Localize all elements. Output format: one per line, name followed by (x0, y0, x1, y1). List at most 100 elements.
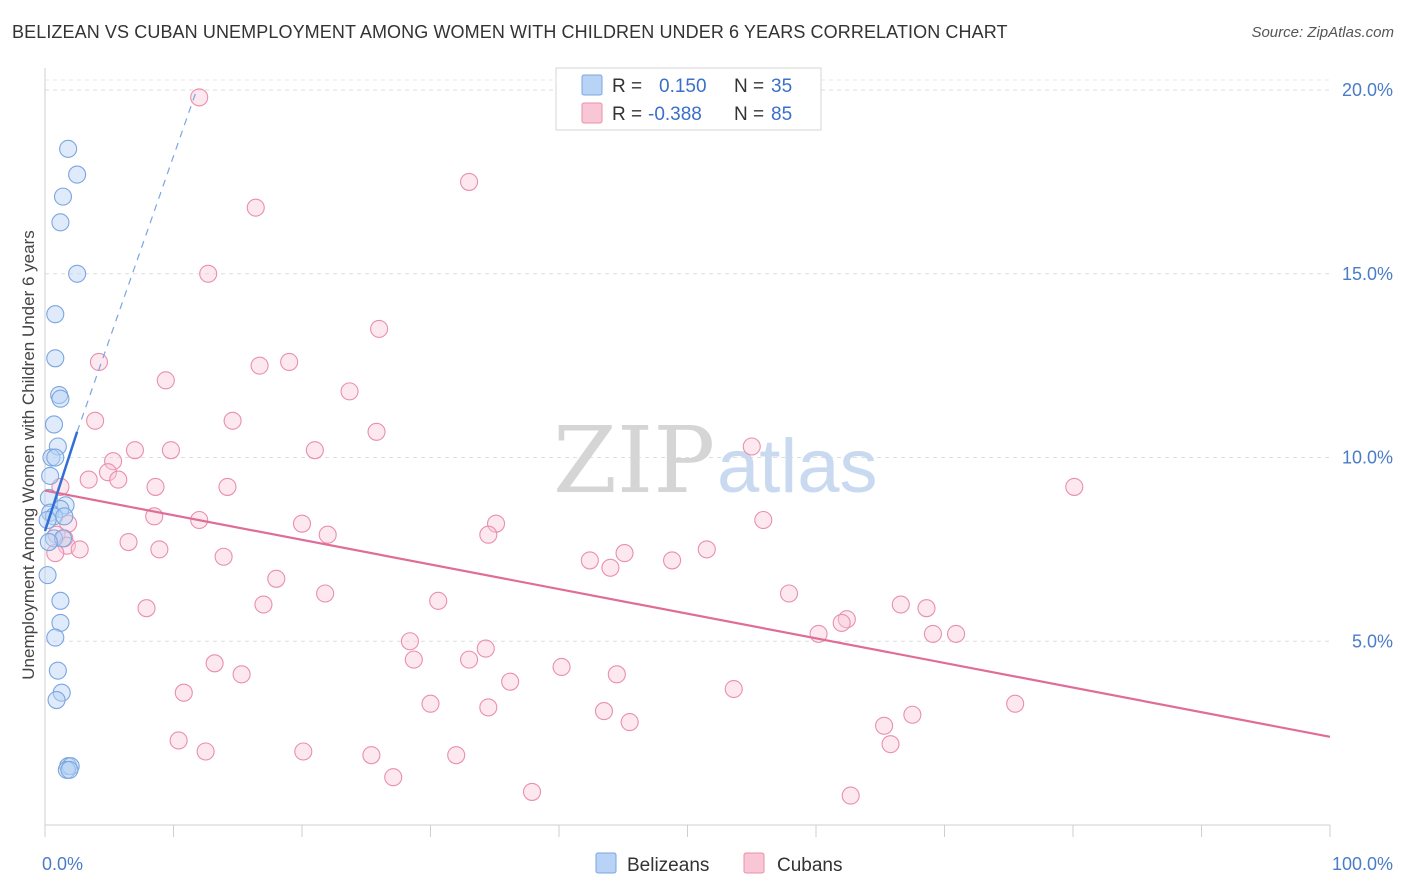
cuban-point-58 (947, 624, 966, 643)
belizean-point-2 (53, 187, 73, 206)
cuban-point-68 (724, 679, 743, 699)
cuban-point-4 (370, 319, 389, 338)
belizean-point-4 (68, 264, 87, 283)
cuban-point-24 (1065, 477, 1084, 496)
belizean-point-13 (41, 466, 60, 485)
legend-r-label-belizeans: R = (612, 76, 642, 97)
x-tick-label-1: 100.0% (1332, 854, 1393, 874)
cuban-point-38 (150, 540, 169, 559)
cuban-point-53 (917, 599, 936, 618)
belizean-point-24 (38, 566, 57, 585)
series-legend: Belizeans Cubans (595, 852, 843, 876)
legend-n-value-cubans: 85 (771, 104, 792, 125)
legend-n-label-belizeans: N = (734, 76, 764, 97)
cuban-point-77 (169, 731, 188, 750)
bottom-legend-swatch-cubans (743, 852, 765, 874)
cuban-point-85 (841, 786, 860, 805)
cuban-point-49 (429, 591, 448, 610)
trend-line-cubans (44, 489, 1331, 738)
y-tick-labels: 5.0% 10.0% 15.0% 20.0% (1342, 80, 1393, 651)
cuban-point-50 (254, 595, 273, 614)
cuban-point-41 (46, 544, 65, 563)
legend-swatch-belizeans (581, 74, 603, 96)
cuban-point-67 (501, 672, 520, 691)
cuban-point-59 (400, 632, 419, 651)
cuban-point-47 (316, 584, 335, 603)
trend-line-belizeans (43, 431, 79, 532)
belizean-point-6 (46, 349, 65, 368)
belizean-point-19 (55, 507, 74, 526)
cuban-point-76 (875, 716, 894, 735)
belizean-point-23 (39, 532, 58, 552)
cuban-point-10 (86, 411, 105, 430)
cuban-point-48 (779, 584, 799, 603)
cuban-point-65 (232, 665, 251, 684)
belizean-point-28 (48, 661, 67, 680)
series-belizeans (38, 139, 87, 779)
cuban-point-2 (246, 198, 265, 217)
cuban-point-62 (459, 650, 479, 669)
bottom-legend-label-belizeans: Belizeans (627, 855, 709, 876)
cuban-point-12 (367, 422, 386, 441)
cuban-point-78 (881, 735, 900, 754)
watermark-zip: ZIP (553, 407, 715, 514)
cuban-point-45 (601, 558, 620, 577)
x-tick-labels: 0.0% 100.0% (42, 854, 1393, 874)
y-tick-label-0: 5.0% (1352, 631, 1393, 651)
belizean-point-12 (46, 448, 65, 467)
bottom-legend-label-cubans: Cubans (777, 855, 843, 876)
belizean-point-8 (51, 389, 70, 408)
y-axis-label: Unemployment Among Women with Children U… (19, 230, 38, 679)
trend-line-belizeans-extension (76, 89, 198, 432)
cuban-point-44 (663, 551, 682, 570)
axes (44, 68, 1331, 837)
chart-title: BELIZEAN VS CUBAN UNEMPLOYMENT AMONG WOM… (12, 22, 1008, 42)
watermark-atlas: atlas (717, 424, 878, 509)
cuban-point-0 (190, 88, 209, 107)
belizean-point-22 (53, 529, 73, 548)
cuban-point-43 (580, 551, 599, 570)
cuban-point-84 (522, 782, 542, 801)
cuban-point-39 (697, 540, 716, 559)
cuban-point-73 (594, 702, 614, 721)
cuban-point-3 (199, 264, 218, 283)
belizean-point-11 (42, 448, 61, 467)
cuban-point-8 (156, 371, 175, 390)
belizean-point-10 (48, 437, 67, 456)
belizean-point-27 (46, 628, 65, 647)
cuban-point-17 (104, 452, 123, 471)
cuban-point-81 (362, 746, 381, 765)
cuban-point-13 (742, 437, 761, 456)
cuban-point-61 (404, 650, 423, 669)
cuban-point-1 (459, 172, 479, 191)
cuban-point-20 (109, 470, 128, 489)
trend-lines (43, 89, 1331, 738)
cuban-point-19 (79, 470, 98, 489)
cuban-point-57 (923, 624, 942, 643)
cuban-point-51 (891, 595, 910, 614)
y-tick-label-1: 10.0% (1342, 448, 1393, 468)
cuban-point-18 (98, 463, 118, 482)
cuban-point-79 (196, 742, 215, 761)
cuban-point-52 (137, 599, 156, 618)
legend-swatch-cubans (581, 102, 603, 124)
legend-r-value-belizeans: 0.150 (659, 76, 707, 97)
belizean-point-5 (46, 305, 65, 324)
cuban-point-29 (754, 510, 773, 530)
cuban-point-71 (421, 694, 440, 713)
x-tick-label-0: 0.0% (42, 854, 83, 874)
source-label: Source: ZipAtlas.com (1251, 24, 1394, 41)
cuban-point-83 (384, 768, 403, 787)
cuban-point-64 (552, 657, 571, 677)
cuban-point-80 (294, 742, 313, 761)
belizean-point-1 (68, 165, 87, 184)
cuban-point-42 (214, 547, 233, 566)
grid-lines (45, 79, 1330, 642)
belizean-point-34 (60, 760, 79, 779)
legend-n-label-cubans: N = (734, 104, 764, 125)
belizean-point-25 (51, 591, 70, 610)
cuban-point-14 (125, 441, 144, 460)
y-tick-label-2: 15.0% (1342, 264, 1393, 284)
correlation-legend: R = 0.150 N = 35 R = -0.388 N = 85 (555, 67, 822, 131)
